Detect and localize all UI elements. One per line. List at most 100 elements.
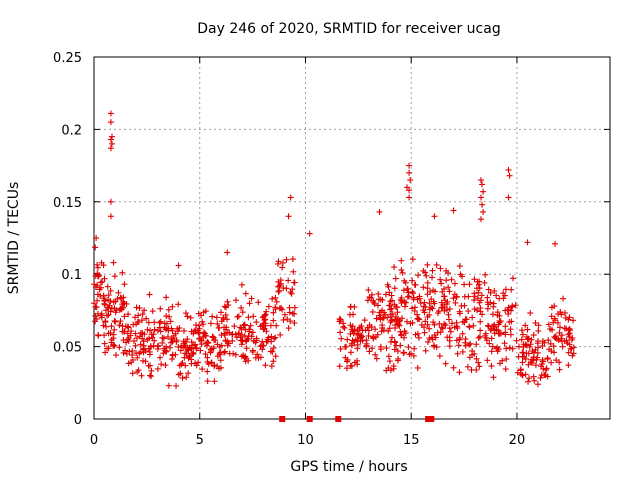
data-point <box>107 287 114 294</box>
data-point <box>466 324 473 331</box>
data-point <box>343 365 350 372</box>
data-point <box>343 343 350 350</box>
data-point <box>394 348 401 355</box>
data-point <box>241 322 248 329</box>
data-point <box>249 347 256 354</box>
data-point <box>92 273 99 280</box>
data-point <box>217 364 224 371</box>
data-point <box>415 272 422 279</box>
data-point <box>105 345 112 352</box>
data-point <box>188 360 195 367</box>
data-point <box>184 313 191 320</box>
data-point <box>165 382 172 389</box>
data-point <box>350 311 357 318</box>
data-point-outlier <box>505 166 512 173</box>
data-point <box>464 363 471 370</box>
data-point <box>462 316 469 323</box>
data-point <box>238 325 245 332</box>
data-point <box>103 312 110 319</box>
data-point <box>210 345 217 352</box>
data-point <box>221 348 228 355</box>
data-point <box>101 332 108 339</box>
data-point <box>543 365 550 372</box>
data-point <box>438 280 445 287</box>
data-point <box>473 285 480 292</box>
data-point <box>405 344 412 351</box>
data-point <box>145 319 152 326</box>
data-point <box>454 350 461 357</box>
data-point <box>545 337 552 344</box>
data-point <box>561 309 568 316</box>
data-point <box>102 307 109 314</box>
data-point <box>267 348 274 355</box>
data-point <box>272 334 279 341</box>
data-point <box>424 285 431 292</box>
data-point <box>508 318 515 325</box>
data-point <box>112 298 119 305</box>
data-point <box>232 297 239 304</box>
data-point-outlier <box>406 169 413 176</box>
data-point <box>271 335 278 342</box>
data-point <box>155 342 162 349</box>
data-point <box>209 333 216 340</box>
data-point <box>209 313 216 320</box>
data-point <box>373 315 380 322</box>
data-point <box>283 256 290 263</box>
data-point <box>188 339 195 346</box>
data-point <box>200 321 207 328</box>
data-point <box>107 308 114 315</box>
data-point <box>426 335 433 342</box>
data-point-outlier <box>552 240 559 247</box>
data-point <box>476 363 483 370</box>
data-point <box>420 284 427 291</box>
data-point <box>441 304 448 311</box>
data-point <box>145 362 152 369</box>
data-point <box>517 371 524 378</box>
data-point <box>95 332 102 339</box>
data-point <box>151 337 158 344</box>
data-point <box>437 276 444 283</box>
data-point <box>528 336 535 343</box>
data-point <box>477 327 484 334</box>
data-point <box>375 290 382 297</box>
data-point <box>141 331 148 338</box>
data-point <box>394 304 401 311</box>
data-point <box>401 277 408 284</box>
data-point <box>487 327 494 334</box>
data-point <box>467 340 474 347</box>
data-point <box>514 369 521 376</box>
data-point <box>383 345 390 352</box>
data-point <box>388 292 395 299</box>
data-point <box>111 273 118 280</box>
data-point <box>424 339 431 346</box>
data-point <box>527 310 534 317</box>
data-point <box>551 334 558 341</box>
data-point <box>477 297 484 304</box>
data-point <box>443 277 450 284</box>
zero-marker <box>279 416 286 422</box>
data-point <box>446 337 453 344</box>
data-point <box>277 331 284 338</box>
data-point <box>477 308 484 315</box>
data-point <box>415 315 422 322</box>
data-point <box>410 290 417 297</box>
data-point <box>451 280 458 287</box>
data-point <box>404 293 411 300</box>
data-point <box>405 293 412 300</box>
data-point <box>123 339 130 346</box>
data-point <box>422 318 429 325</box>
data-point <box>134 354 141 361</box>
data-point <box>382 311 389 318</box>
data-point <box>341 324 348 331</box>
data-point <box>131 338 138 345</box>
data-point <box>224 298 231 305</box>
data-point <box>113 352 120 359</box>
x-tick-label: 5 <box>196 433 204 448</box>
data-point <box>409 305 416 312</box>
data-point <box>146 351 153 358</box>
y-tick-label: 0.15 <box>53 196 82 211</box>
data-point <box>456 308 463 315</box>
data-point <box>129 370 136 377</box>
data-point <box>509 345 516 352</box>
data-point <box>551 349 558 356</box>
